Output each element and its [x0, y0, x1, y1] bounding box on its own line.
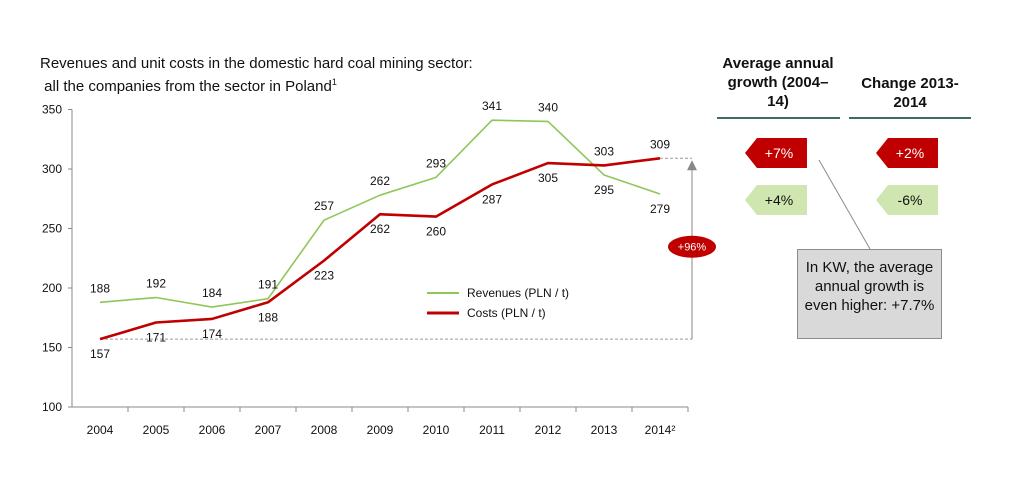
x-tick-label: 2014²	[645, 423, 676, 437]
legend-label-revenues: Revenues (PLN / t)	[467, 286, 569, 300]
growth-badge	[668, 235, 716, 258]
x-tick-label: 2007	[255, 423, 282, 437]
growth-badge-label: +96%	[678, 242, 707, 254]
x-tick-label: 2011	[479, 423, 505, 437]
x-tick-label: 2006	[199, 423, 226, 437]
x-tick-label: 2004	[87, 423, 114, 437]
y-tick-label: 150	[42, 341, 62, 355]
revenues-data-label: 279	[650, 202, 670, 216]
change-column-rule	[849, 117, 971, 119]
costs-data-label: 303	[594, 144, 614, 158]
revenues-data-label: 293	[426, 156, 446, 170]
costs-data-label: 262	[370, 222, 390, 236]
revenues-data-label: 188	[90, 281, 110, 295]
costs-data-label: 223	[314, 269, 334, 283]
growth-costs-tag: +7%	[745, 138, 807, 168]
chart-title-line-2: all the companies from the sector in Pol…	[40, 73, 473, 96]
x-tick-label: 2009	[367, 423, 394, 437]
growth-arrow-head	[687, 160, 697, 171]
revenues-data-label: 340	[538, 100, 558, 114]
chart-title-line-2-text: all the companies from the sector in Pol…	[44, 78, 332, 95]
costs-data-label: 309	[650, 137, 670, 151]
x-tick-label: 2005	[143, 423, 170, 437]
costs-data-label: 174	[202, 327, 222, 341]
costs-data-label: 287	[482, 192, 502, 206]
revenues-data-label: 184	[202, 286, 222, 300]
revenues-data-label: 262	[370, 174, 390, 188]
chart-title: Revenues and unit costs in the domestic …	[40, 54, 473, 96]
growth-column-header: Average annual growth (2004–14)	[722, 55, 834, 110]
costs-data-label: 188	[258, 310, 278, 324]
y-tick-label: 300	[42, 162, 62, 176]
costs-data-label: 305	[538, 171, 558, 185]
x-tick-label: 2013	[591, 423, 618, 437]
costs-data-label: 157	[90, 347, 110, 361]
change-revenues-tag: -6%	[876, 185, 938, 215]
change-costs-tag: +2%	[876, 138, 938, 168]
y-tick-label: 350	[42, 103, 62, 117]
x-tick-label: 2012	[535, 423, 562, 437]
growth-column-rule	[717, 117, 840, 119]
revenues-data-label: 295	[594, 183, 614, 197]
revenues-data-label: 191	[258, 278, 278, 292]
growth-revenues-tag: +4%	[745, 185, 807, 215]
x-tick-label: 2008	[311, 423, 338, 437]
revenues-data-label: 192	[146, 277, 166, 291]
revenues-line	[99, 119, 661, 308]
y-tick-label: 100	[42, 400, 62, 414]
note-callout: In KW, the average annual growth is even…	[797, 249, 942, 339]
costs-data-label: 171	[146, 331, 166, 345]
revenues-data-label: 257	[314, 199, 334, 213]
callout-line	[818, 159, 871, 250]
x-tick-label: 2010	[423, 423, 450, 437]
revenues-data-label: 341	[482, 99, 502, 113]
chart-title-line-1: Revenues and unit costs in the domestic …	[40, 55, 473, 72]
footnote-marker: 1	[331, 77, 337, 87]
y-tick-label: 200	[42, 281, 62, 295]
costs-data-label: 260	[426, 225, 446, 239]
y-tick-label: 250	[42, 222, 62, 236]
legend-label-costs: Costs (PLN / t)	[467, 306, 546, 320]
change-column-header: Change 2013-2014	[861, 75, 959, 111]
costs-line	[99, 157, 661, 341]
